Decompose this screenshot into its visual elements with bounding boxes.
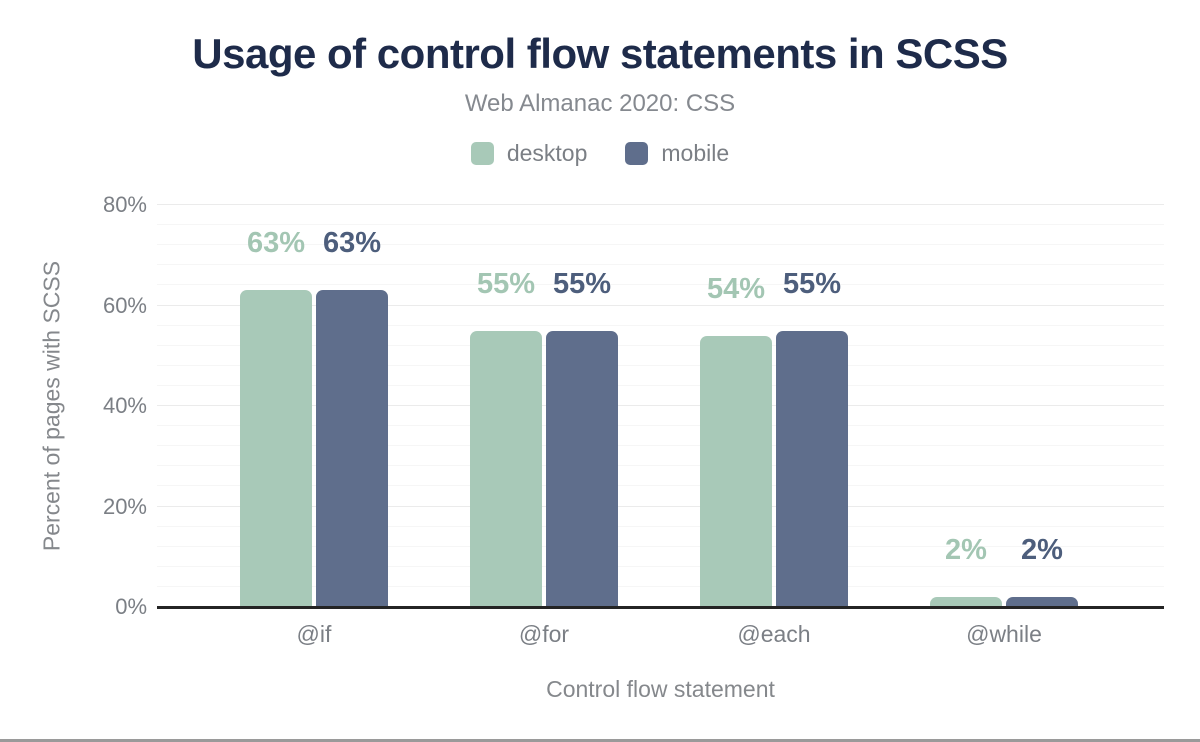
bar-desktop: 55%: [469, 269, 542, 607]
bar-value-label: 63%: [322, 227, 382, 260]
minor-gridline: [157, 565, 1164, 567]
x-tick-label: @for: [518, 621, 570, 647]
legend: desktop mobile: [0, 140, 1200, 167]
y-tick-label: 80%: [102, 192, 147, 217]
minor-gridline: [157, 445, 1164, 447]
minor-gridline: [157, 384, 1164, 386]
major-gridline: [157, 204, 1164, 205]
bar-mobile: 2%: [1005, 535, 1078, 607]
chart-title: Usage of control flow statements in SCSS: [192, 30, 1008, 77]
bar-desktop: 2%: [929, 535, 1002, 607]
minor-gridline: [157, 364, 1164, 366]
bar-group-if: 63% 63%: [239, 229, 388, 607]
x-axis-line: [157, 606, 1164, 609]
minor-gridline: [157, 425, 1164, 427]
minor-gridline: [157, 485, 1164, 487]
x-axis-tick-labels: @if @for @each @while: [157, 621, 1164, 653]
y-axis-tick-labels: 0% 20% 40% 60% 80%: [0, 192, 147, 619]
minor-gridline: [157, 344, 1164, 346]
bar-mobile: 55%: [775, 269, 848, 607]
y-tick-label: 40%: [102, 393, 147, 418]
bar-value-label: 54%: [706, 272, 766, 305]
bar-mobile: 63%: [315, 229, 388, 607]
x-tick-label: @each: [737, 621, 811, 647]
bar-group-for: 55% 55%: [469, 269, 618, 607]
bar-mobile: 55%: [545, 269, 618, 607]
x-axis-title: Control flow statement: [546, 676, 775, 702]
x-tick-label: @if: [296, 621, 332, 647]
y-tick-label: 60%: [102, 292, 147, 318]
bar-value-label: 55%: [782, 267, 842, 300]
major-gridline: [157, 405, 1164, 406]
minor-gridline: [157, 264, 1164, 266]
plot-area: 63% 63% 55% 55% 54% 55% 2% 2%: [157, 204, 1164, 609]
bar-desktop: 63%: [239, 229, 312, 607]
major-gridline: [157, 304, 1164, 306]
minor-gridline: [157, 525, 1164, 527]
legend-label: desktop: [506, 140, 588, 166]
minor-gridline: [157, 545, 1164, 547]
legend-label: mobile: [661, 140, 730, 166]
minor-gridline: [157, 324, 1164, 326]
bar-value-label: 55%: [476, 267, 536, 300]
chart-subtitle: Web Almanac 2020: CSS: [464, 90, 736, 117]
bar-value-label: 63%: [246, 227, 306, 260]
legend-item-mobile: mobile: [625, 140, 729, 167]
bar-group-while: 2% 2%: [929, 535, 1078, 607]
x-tick-label: @while: [966, 621, 1042, 647]
minor-gridline: [157, 465, 1164, 467]
minor-gridline: [157, 224, 1164, 226]
bar-group-each: 54% 55%: [699, 269, 848, 607]
major-gridline: [157, 505, 1164, 507]
minor-gridline: [157, 585, 1164, 587]
legend-swatch-icon: [625, 142, 649, 165]
minor-gridline: [157, 244, 1164, 246]
y-tick-label: 0%: [115, 594, 147, 619]
bar-value-label: 2%: [945, 533, 987, 566]
minor-gridline: [157, 284, 1164, 286]
legend-swatch-icon: [470, 142, 494, 165]
legend-item-desktop: desktop: [470, 140, 588, 167]
bar-value-label: 2%: [1021, 533, 1063, 566]
bar-desktop: 54%: [699, 274, 772, 607]
bar-value-label: 55%: [552, 267, 612, 300]
y-tick-label: 20%: [102, 493, 147, 519]
